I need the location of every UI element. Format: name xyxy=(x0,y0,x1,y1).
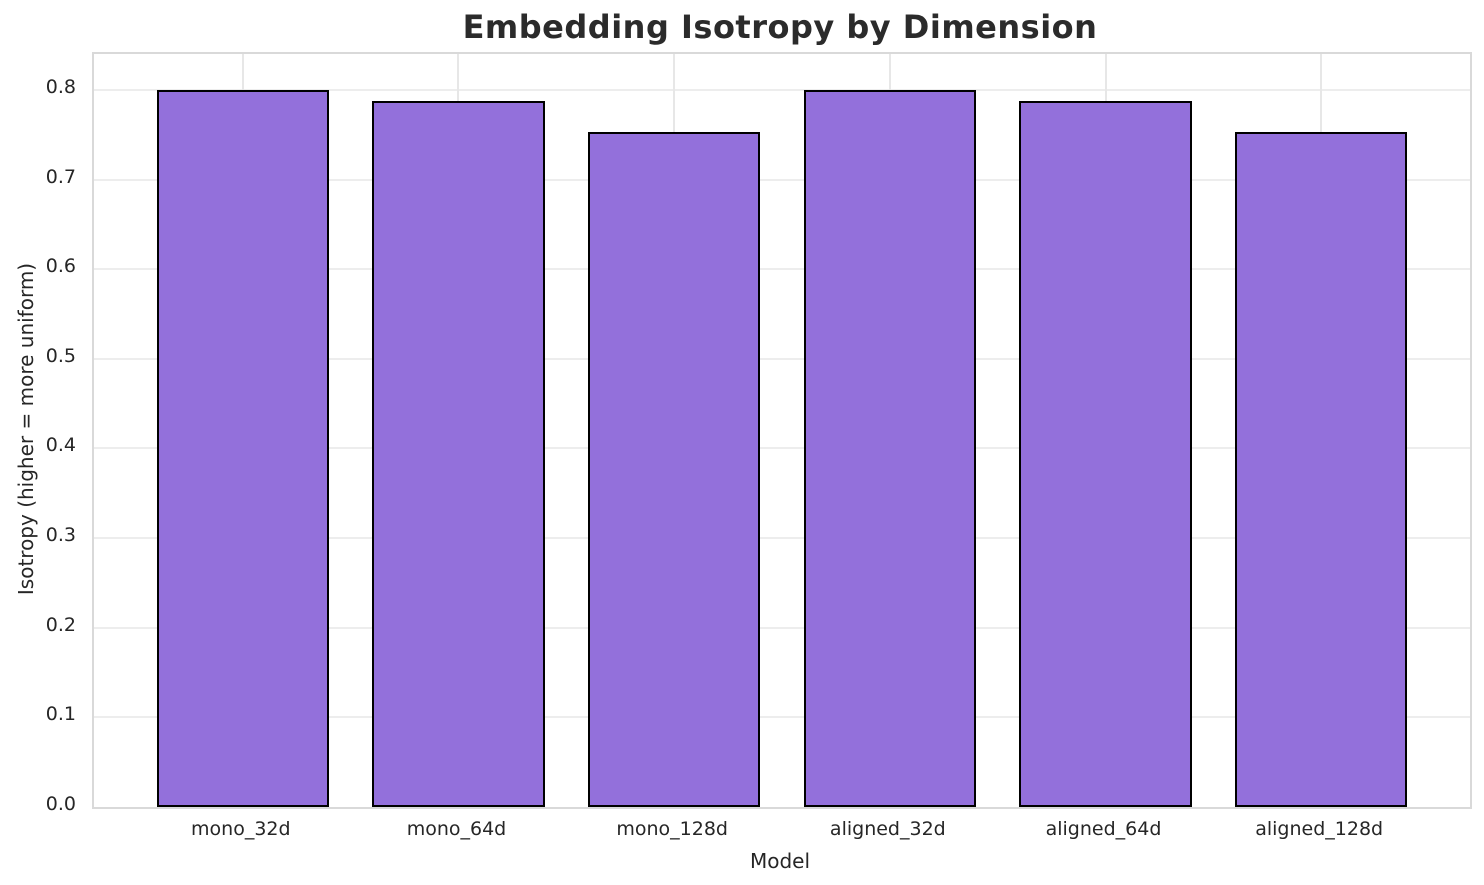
h-gridline xyxy=(94,447,1470,450)
bar-mono_32d xyxy=(156,89,330,807)
y-tick-label: 0.3 xyxy=(45,524,76,547)
h-gridline xyxy=(94,626,1470,629)
bar-mono_128d xyxy=(587,132,761,807)
chart-title: Embedding Isotropy by Dimension xyxy=(462,8,1098,46)
h-gridline xyxy=(94,357,1470,360)
y-tick-label: 0.5 xyxy=(45,344,76,367)
x-axis-label: Model xyxy=(749,849,811,873)
y-tick-label: 0.7 xyxy=(45,165,76,188)
bar-aligned_64d xyxy=(1019,100,1192,807)
x-tick-label: aligned_64d xyxy=(1045,818,1162,840)
plot-area xyxy=(92,52,1472,809)
h-gridline xyxy=(94,537,1470,540)
y-tick-label: 0.4 xyxy=(45,434,76,457)
y-tick-label: 0.8 xyxy=(45,75,76,98)
y-tick-label: 0.6 xyxy=(45,255,76,278)
y-tick-label: 0.0 xyxy=(45,793,76,815)
x-tick-label: aligned_128d xyxy=(1255,818,1384,840)
h-gridline xyxy=(94,178,1470,181)
bars-layer xyxy=(94,54,1470,807)
y-tick-label: 0.2 xyxy=(45,613,76,636)
x-tick-label: mono_128d xyxy=(616,818,728,840)
h-gridline xyxy=(94,716,1470,719)
h-gridline xyxy=(94,268,1470,271)
x-tick-label: aligned_32d xyxy=(829,818,946,840)
x-tick-label: mono_32d xyxy=(191,818,291,840)
y-tick-label: 0.1 xyxy=(45,703,76,726)
bar-mono_64d xyxy=(372,100,545,807)
x-tick-label: mono_64d xyxy=(406,818,507,840)
h-gridline xyxy=(94,88,1470,91)
bar-aligned_32d xyxy=(803,89,977,807)
bar-aligned_128d xyxy=(1234,132,1408,807)
